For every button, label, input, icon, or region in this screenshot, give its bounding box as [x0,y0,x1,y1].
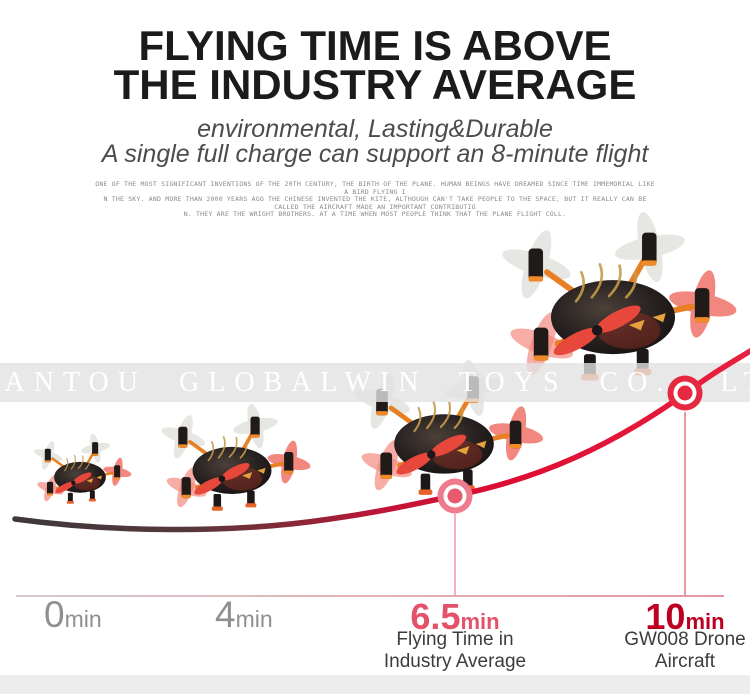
bottom-edge-strip [0,675,750,694]
watermark-text: SHANTOU GLOBALWIN TOYS CO., LTD [0,366,750,398]
title-line-1: FLYING TIME IS ABOVE [138,22,612,69]
time-label-10min: 10min [645,596,724,638]
time-label-0min: 0min [44,594,102,636]
time-value: 0 [44,594,65,635]
caption-gw008-drone: GW008 Drone Aircraft [624,629,745,673]
subtitle-line-2: A single full charge can support an 8-mi… [101,140,649,168]
watermark-band: SHANTOU GLOBALWIN TOYS CO., LTD [0,363,750,402]
time-unit: min [685,609,725,634]
time-value: 6.5 [410,596,461,637]
fine-print-line-3: N. THEY ARE THE WRIGHT BROTHERS. AT A TI… [183,210,567,218]
data-point-industry-average [437,478,473,514]
time-unit: min [235,606,273,632]
caption-line-1: GW008 Drone [624,629,746,650]
time-unit: min [460,609,500,634]
fine-print-paragraph: ONE OF THE MOST SIGNIFICANT INVENTIONS O… [95,180,655,219]
caption-line-2: Industry Average [383,651,527,672]
title-line-2: THE INDUSTRY AVERAGE [113,61,637,108]
drone-illustration-1 [31,431,134,505]
drone-illustration-2 [157,400,314,513]
page-title: FLYING TIME IS ABOVE THE INDUSTRY AVERAG… [0,22,750,108]
time-label-6-5min: 6.5min [410,596,499,638]
subtitle-line-1: environmental, Lasting&Durable [197,115,553,143]
time-value: 4 [215,594,236,635]
subtitle: environmental, Lasting&Durable A single … [0,117,750,167]
time-label-4min: 4min [215,594,273,636]
time-unit: min [64,606,102,632]
caption-industry-average: Flying Time in Industry Average [384,629,526,673]
caption-line-1: Flying Time in [396,629,514,650]
caption-line-2: Aircraft [654,651,716,672]
fine-print-line-1: ONE OF THE MOST SIGNIFICANT INVENTIONS O… [95,180,655,196]
time-value: 10 [645,596,686,637]
fine-print-line-2: N THE SKY. AND MORE THAN 2000 YEARS AGO … [103,195,647,211]
drone-illustration-4 [499,210,738,380]
